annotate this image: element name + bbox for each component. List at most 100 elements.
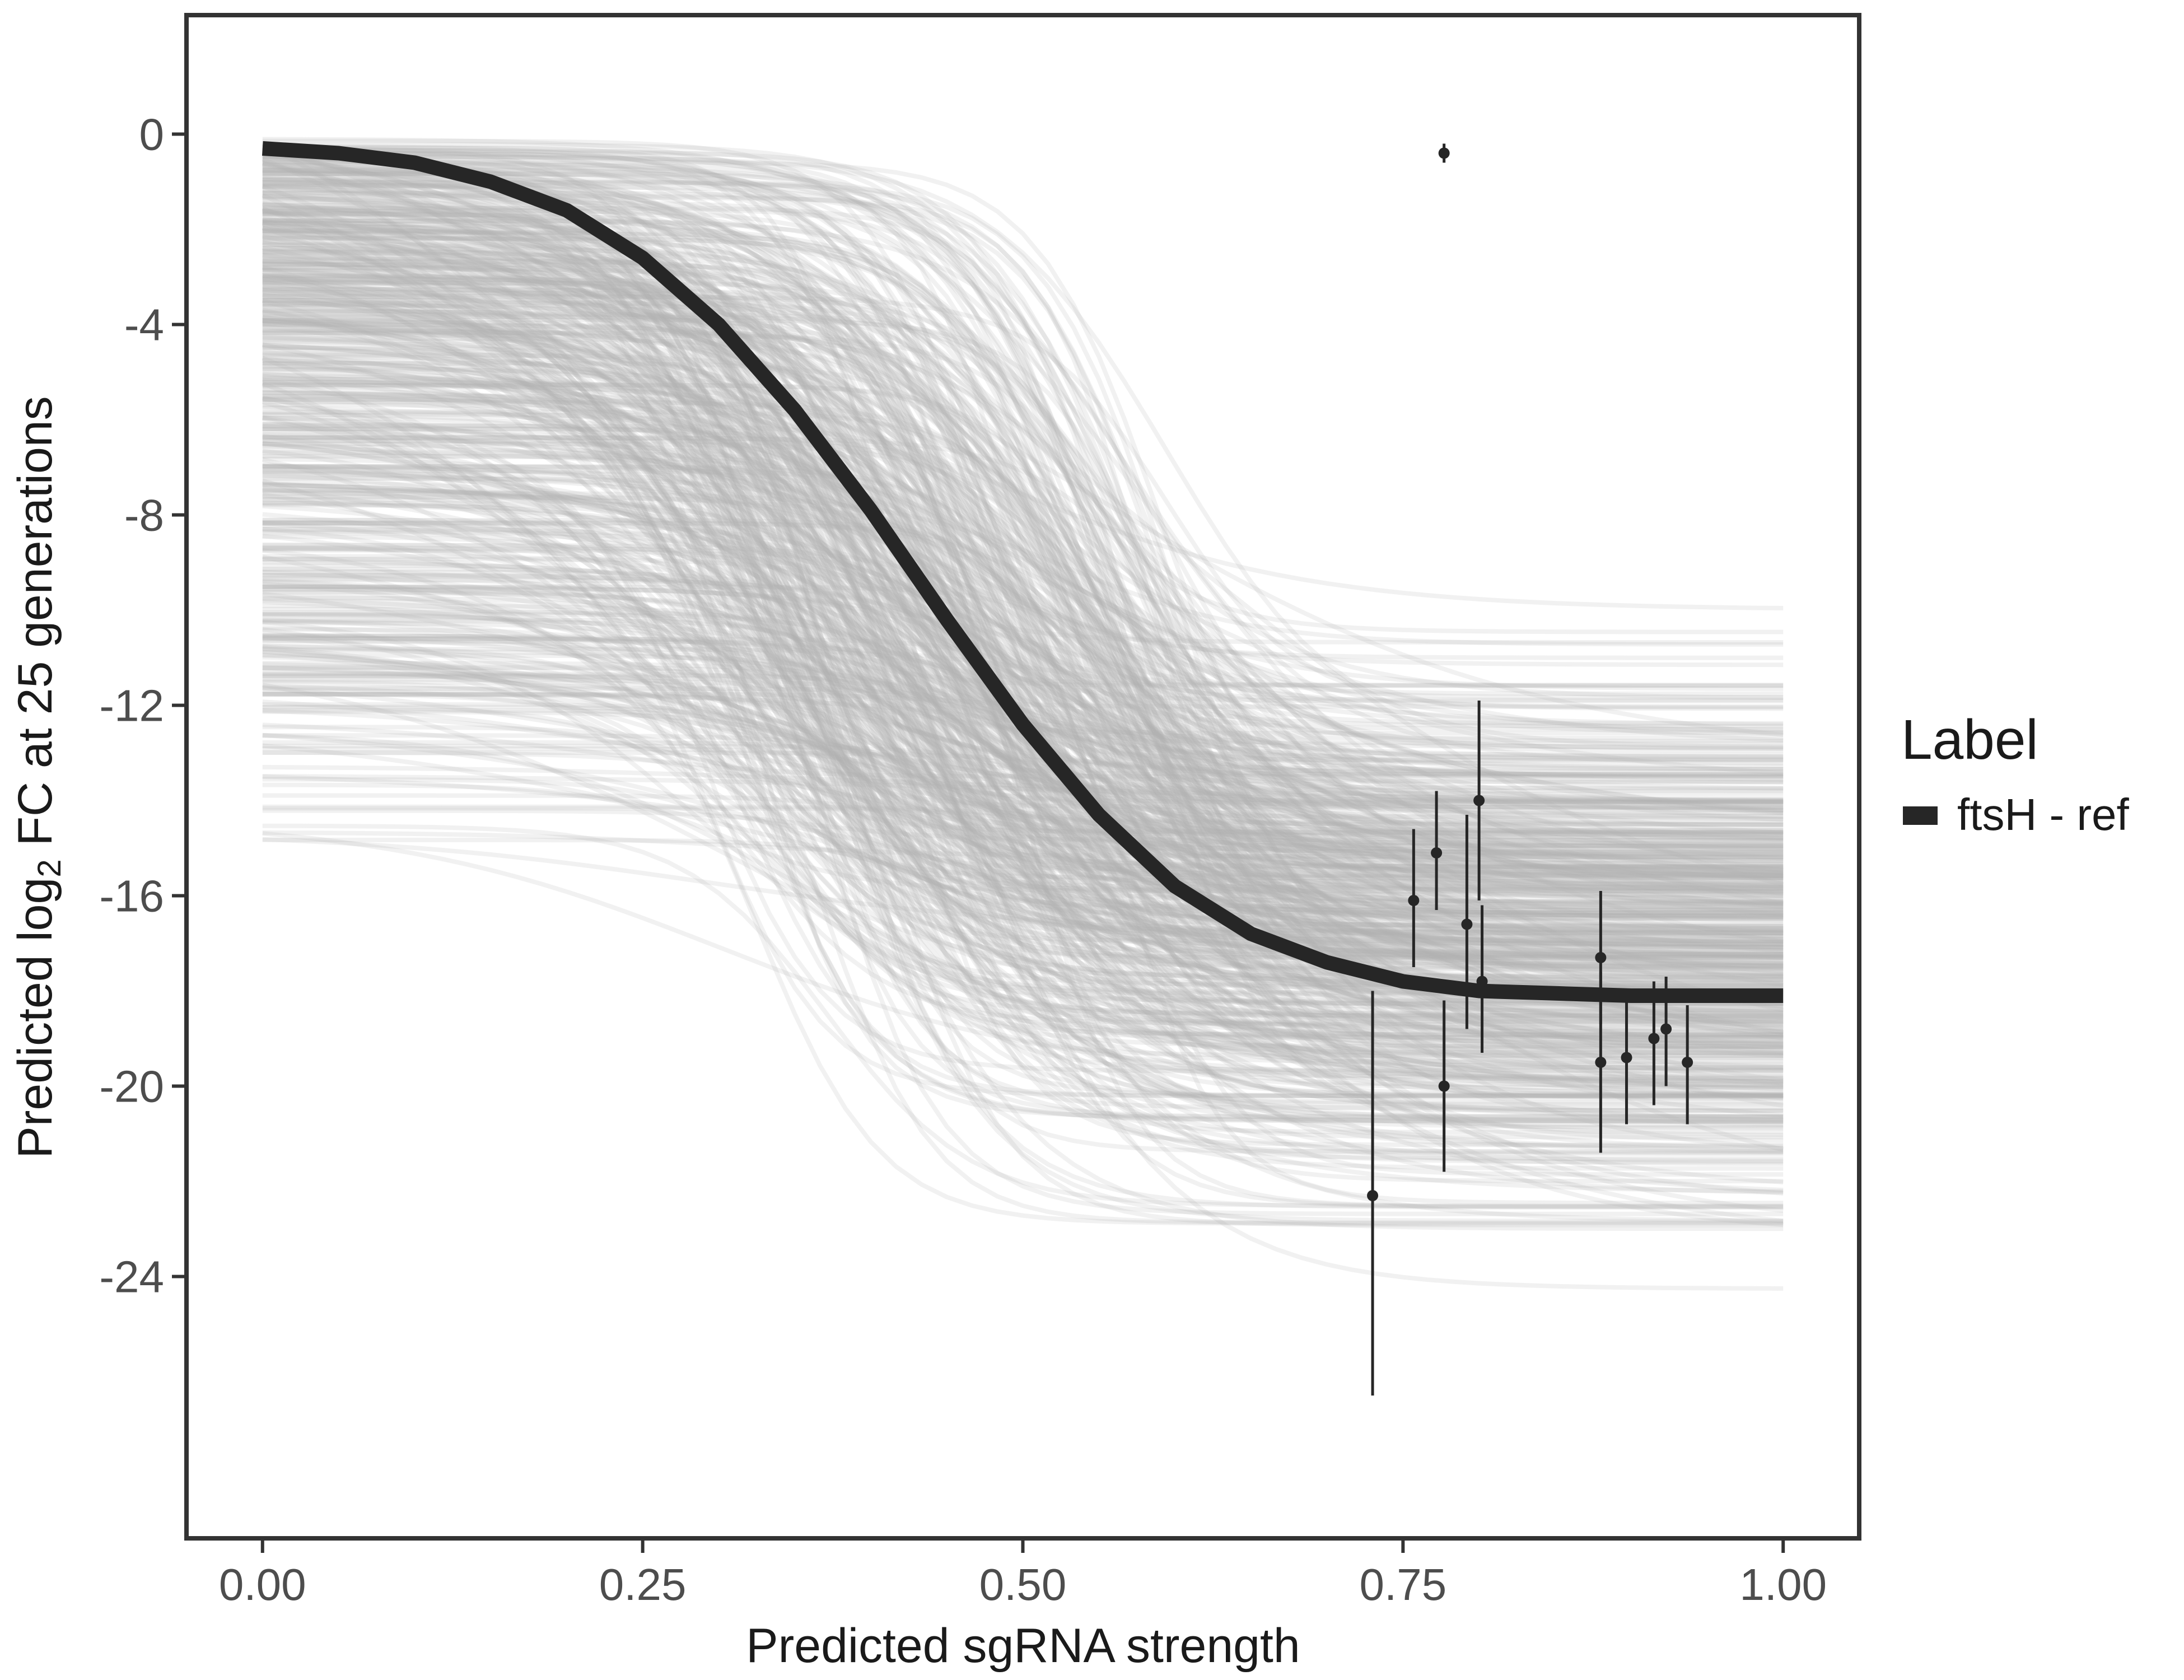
posterior-draw-line xyxy=(262,288,1784,1030)
posterior-draw-line xyxy=(262,590,1784,1151)
posterior-draw-line xyxy=(262,267,1784,833)
posterior-draw-line xyxy=(262,217,1784,1085)
posterior-draw-line xyxy=(262,207,1784,729)
posterior-draw-line xyxy=(262,191,1784,743)
posterior-draw-line xyxy=(262,297,1784,801)
posterior-draw-line xyxy=(262,201,1784,880)
posterior-draw-line xyxy=(262,442,1784,1016)
posterior-draw-line xyxy=(262,275,1784,751)
posterior-draw-line xyxy=(262,579,1784,1018)
posterior-draw-line xyxy=(262,158,1784,1171)
posterior-draw-line xyxy=(262,649,1784,850)
posterior-draw-line xyxy=(262,330,1784,939)
posterior-draw-line xyxy=(262,435,1784,1074)
x-axis-title: Predicted sgRNA strength xyxy=(746,1619,1300,1673)
posterior-draw-line xyxy=(262,573,1784,840)
posterior-draw-line xyxy=(262,318,1784,1038)
posterior-draw-line xyxy=(262,318,1784,1030)
posterior-draw-line xyxy=(262,353,1784,876)
point-marker xyxy=(1461,918,1473,930)
posterior-draw-line xyxy=(262,146,1784,1119)
posterior-draw-line xyxy=(262,184,1784,918)
posterior-draw-line xyxy=(262,206,1784,1100)
posterior-draw-line xyxy=(262,378,1784,976)
posterior-draw-line xyxy=(262,314,1784,1143)
posterior-draw-line xyxy=(262,164,1784,1021)
posterior-draw-line xyxy=(262,167,1784,921)
posterior-draw-line xyxy=(262,346,1784,920)
posterior-draw-line xyxy=(262,322,1784,909)
posterior-draw-line xyxy=(262,683,1784,1091)
posterior-draw-line xyxy=(262,234,1784,947)
posterior-draw-line xyxy=(262,612,1784,1073)
posterior-draw-line xyxy=(262,646,1784,874)
x-tick-label: 0.50 xyxy=(979,1560,1067,1609)
posterior-draw-line xyxy=(262,174,1784,1054)
posterior-draw-line xyxy=(262,520,1784,854)
posterior-draw-line xyxy=(262,265,1784,1113)
posterior-draw-line xyxy=(262,236,1784,890)
posterior-draw-line xyxy=(262,612,1784,880)
main-curve-ftsh-ref xyxy=(262,141,1784,1003)
posterior-draw-line xyxy=(262,330,1784,645)
posterior-draw-line xyxy=(262,473,1784,967)
posterior-draw-line xyxy=(262,253,1784,878)
posterior-draw-line xyxy=(262,665,1784,1084)
posterior-draw-line xyxy=(262,626,1784,848)
posterior-draw-line xyxy=(262,740,1784,905)
posterior-draw-line xyxy=(262,321,1784,906)
posterior-draw-line xyxy=(262,167,1784,804)
posterior-draw-line xyxy=(262,262,1784,958)
posterior-draw-line xyxy=(262,214,1784,973)
posterior-draw-line xyxy=(262,220,1784,1087)
posterior-draw-line xyxy=(262,599,1784,796)
posterior-draw-line xyxy=(262,548,1784,949)
legend-key-ftsh-ref xyxy=(1903,806,1938,825)
posterior-draw-line xyxy=(262,380,1784,1019)
posterior-draw-line xyxy=(262,476,1784,879)
posterior-draw-line xyxy=(262,468,1784,914)
posterior-draw-line xyxy=(262,171,1784,702)
posterior-draw-line xyxy=(262,268,1784,896)
posterior-draw-line xyxy=(262,426,1784,960)
posterior-draw-line xyxy=(262,218,1784,806)
posterior-draw-line xyxy=(262,295,1784,711)
posterior-draw-line xyxy=(262,330,1784,805)
posterior-draw-line xyxy=(262,253,1784,1196)
posterior-draw-line xyxy=(262,153,1784,838)
posterior-draw-line xyxy=(262,318,1784,822)
posterior-draw-line xyxy=(262,830,1784,859)
posterior-draw-line xyxy=(262,301,1784,1040)
posterior-draw-line xyxy=(262,361,1784,917)
posterior-draw-line xyxy=(262,211,1784,935)
x-tick-label: 1.00 xyxy=(1739,1560,1827,1609)
posterior-draw-line xyxy=(262,487,1784,1049)
posterior-draw-line xyxy=(262,542,1784,891)
posterior-draw-line xyxy=(262,397,1784,843)
posterior-draw-line xyxy=(262,634,1784,1047)
posterior-draw-line xyxy=(262,167,1784,1050)
point-marker xyxy=(1473,795,1485,806)
x-tick-label: 0.25 xyxy=(599,1560,687,1609)
posterior-draw-line xyxy=(262,617,1784,888)
posterior-draw-line xyxy=(262,245,1784,882)
posterior-draw-line xyxy=(262,210,1784,1025)
posterior-draw-line xyxy=(262,618,1784,688)
y-tick-label: -4 xyxy=(124,300,164,350)
posterior-draw-line xyxy=(262,202,1784,1166)
posterior-draw-line xyxy=(262,590,1784,958)
posterior-draw-line xyxy=(262,585,1784,710)
posterior-draw-line xyxy=(262,606,1784,1040)
posterior-draw-line xyxy=(262,326,1784,1098)
posterior-draw-line xyxy=(262,530,1784,943)
posterior-draw-line xyxy=(262,375,1784,901)
data-point xyxy=(1408,829,1420,967)
posterior-draw-line xyxy=(262,527,1784,804)
posterior-draw-line xyxy=(262,168,1784,763)
posterior-draw-line xyxy=(262,612,1784,852)
posterior-draw-line xyxy=(262,144,1784,1056)
posterior-draw-line xyxy=(262,178,1784,932)
posterior-draw-line xyxy=(262,349,1784,1152)
posterior-draw-line xyxy=(262,556,1784,915)
posterior-draw-line xyxy=(262,324,1784,911)
